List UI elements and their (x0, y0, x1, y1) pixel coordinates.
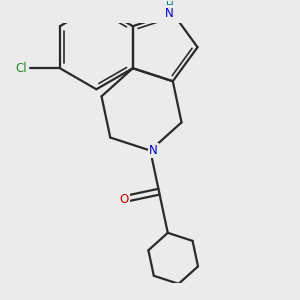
Text: O: O (119, 193, 129, 206)
Text: Cl: Cl (15, 62, 27, 75)
Text: N: N (149, 144, 158, 157)
Text: H: H (166, 1, 173, 10)
Text: N: N (165, 7, 174, 20)
